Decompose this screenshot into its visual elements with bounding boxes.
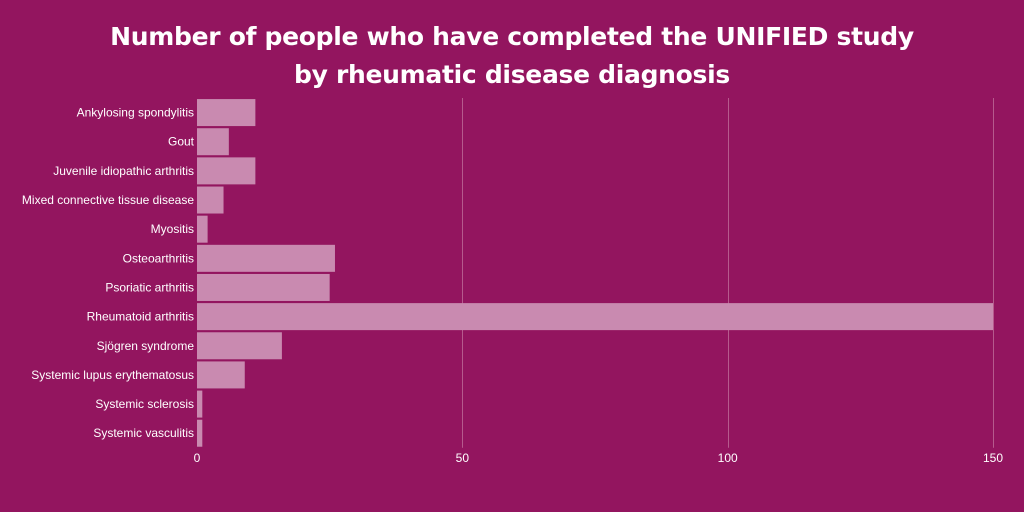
category-label: Sjögren syndrome bbox=[97, 339, 195, 353]
x-tick-label: 50 bbox=[456, 451, 470, 465]
bar bbox=[197, 273, 330, 301]
category-label: Myositis bbox=[151, 222, 194, 236]
category-label: Ankylosing spondylitis bbox=[77, 106, 194, 120]
x-tick-label: 0 bbox=[194, 451, 201, 465]
bar bbox=[197, 99, 256, 127]
category-label: Rheumatoid arthritis bbox=[87, 310, 194, 324]
category-labels: Ankylosing spondylitis Gout Juvenile idiop… bbox=[22, 106, 195, 441]
grid-lines bbox=[462, 98, 994, 448]
category-label: Osteoarthritis bbox=[123, 251, 194, 265]
bar bbox=[197, 419, 203, 447]
category-label: Systemic lupus erythematosus bbox=[31, 368, 194, 382]
bar bbox=[197, 186, 224, 214]
bar bbox=[197, 361, 245, 389]
chart-title-line-2: by rheumatic disease diagnosis bbox=[294, 60, 730, 89]
category-label: Systemic sclerosis bbox=[95, 397, 194, 411]
bar bbox=[197, 390, 203, 418]
bar bbox=[197, 128, 229, 156]
bar bbox=[197, 303, 993, 331]
bars bbox=[197, 99, 993, 447]
category-label: Psoriatic arthritis bbox=[105, 280, 194, 294]
x-tick-label: 150 bbox=[983, 451, 1003, 465]
x-tick-label: 100 bbox=[718, 451, 738, 465]
bar bbox=[197, 215, 208, 243]
chart-title-line-1: Number of people who have completed the … bbox=[110, 22, 914, 51]
bar bbox=[197, 332, 282, 360]
category-label: Gout bbox=[168, 135, 195, 149]
category-label: Mixed connective tissue disease bbox=[22, 193, 194, 207]
category-label: Juvenile idiopathic arthritis bbox=[53, 164, 194, 178]
chart-title: Number of people who have completed the … bbox=[0, 18, 1024, 94]
bar bbox=[197, 244, 335, 272]
category-label: Systemic vasculitis bbox=[93, 426, 194, 440]
x-axis-tick-labels: 0 50 100 150 bbox=[194, 451, 1004, 465]
bar bbox=[197, 157, 256, 185]
